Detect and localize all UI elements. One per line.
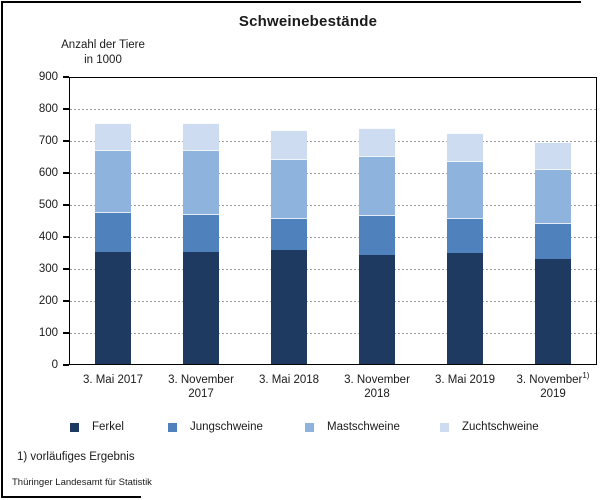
bar-segment-mastschweine-3 [270,159,307,219]
bar-segment-jungschweine-3 [270,218,307,251]
y-tick-label: 400 [38,231,58,243]
y-tick-mark [63,172,69,174]
y-tick-label: 900 [38,71,58,83]
bar-segment-zuchtschweine-1 [94,123,131,150]
bar-segment-zuchtschweine-4 [358,127,395,156]
legend-item-mastschweine: Mastschweine [305,421,400,433]
legend-label-ferkel: Ferkel [92,421,124,433]
y-axis-title: Anzahl der Tiere in 1000 [55,38,151,68]
legend-label-jungschweine: Jungschweine [190,421,263,433]
bar-segment-zuchtschweine-6 [534,141,571,169]
y-axis-title-line2: in 1000 [84,54,122,66]
y-tick-mark [63,108,69,110]
bar-segment-ferkel-4 [358,255,395,364]
bar-segment-jungschweine-2 [182,213,219,252]
legend-label-mastschweine: Mastschweine [327,421,400,433]
bar-segment-ferkel-6 [534,259,571,364]
y-tick-mark [63,76,69,78]
legend-swatch-mastschweine [305,422,314,432]
bar-segment-mastschweine-5 [446,160,483,219]
y-tick-mark [63,268,69,270]
bar-segment-jungschweine-1 [94,212,131,252]
bar-segment-zuchtschweine-5 [446,132,483,161]
gridline [70,268,596,270]
chart-title: Schweinebestände [238,13,378,30]
bar-segment-zuchtschweine-2 [182,123,219,150]
x-axis-label-2: 3. November 2017 [168,374,234,400]
bar-segment-zuchtschweine-3 [270,130,307,160]
y-tick-label: 0 [51,359,58,371]
x-axis-label-6: 3. November1) 2019 [516,371,590,400]
y-tick-mark [63,300,69,302]
bar-segment-ferkel-5 [446,252,483,364]
y-tick-label: 600 [38,167,58,179]
y-tick-label: 200 [38,295,58,307]
plot-area [69,77,597,365]
x-axis-label-5: 3. Mai 2019 [434,374,496,386]
y-tick-mark [63,140,69,142]
x-axis: 3. Mai 2017 3. November 2017 3. Mai 2018 3. … [0,371,616,407]
y-tick-mark [63,364,69,366]
bar-segment-jungschweine-5 [446,218,483,253]
legend-swatch-jungschweine [168,422,177,432]
x-axis-label-1: 3. Mai 2017 [82,374,144,386]
bar-segment-jungschweine-6 [534,223,571,260]
y-tick-mark [63,332,69,334]
figure-border-left [1,1,3,498]
y-tick-label: 800 [38,103,58,115]
bar-segment-ferkel-1 [94,252,131,364]
footnote: 1) vorläufiges Ergebnis [17,451,135,463]
y-tick-label: 700 [38,135,58,147]
gridline [70,204,596,206]
bar-segment-mastschweine-2 [182,149,219,214]
y-axis-title-line1: Anzahl der Tiere [61,39,145,51]
legend: Ferkel Jungschweine Mastschweine Zuchtschwe… [0,421,616,439]
y-tick-label: 100 [38,327,58,339]
bar-segment-mastschweine-6 [534,168,571,224]
gridline [70,108,596,110]
legend-swatch-zuchtschweine [440,422,449,432]
legend-item-jungschweine: Jungschweine [168,421,263,433]
y-tick-mark [63,236,69,238]
gridline [70,140,596,142]
bar-segment-mastschweine-4 [358,156,395,216]
gridline [70,236,596,238]
bar-segment-ferkel-2 [182,252,219,364]
legend-swatch-ferkel [70,422,79,432]
x-axis-label-footnote-marker: 1) [582,371,590,381]
figure-border-top [1,1,581,3]
x-axis-label-4: 3. November 2018 [344,374,410,400]
gridline [70,332,596,334]
bar-segment-ferkel-3 [270,250,307,364]
bar-segment-jungschweine-4 [358,215,395,256]
legend-label-zuchtschweine: Zuchtschweine [462,421,539,433]
y-tick-label: 300 [38,263,58,275]
y-tick-mark [63,204,69,206]
y-tick-label: 500 [38,199,58,211]
gridline [70,172,596,174]
bar-segment-mastschweine-1 [94,149,131,212]
source-note: Thüringer Landesamt für Statistik [12,477,152,488]
figure-border-bottom [1,496,141,498]
legend-item-ferkel: Ferkel [70,421,124,433]
legend-item-zuchtschweine: Zuchtschweine [440,421,539,433]
gridline [70,300,596,302]
x-axis-label-3: 3. Mai 2018 [258,374,320,386]
